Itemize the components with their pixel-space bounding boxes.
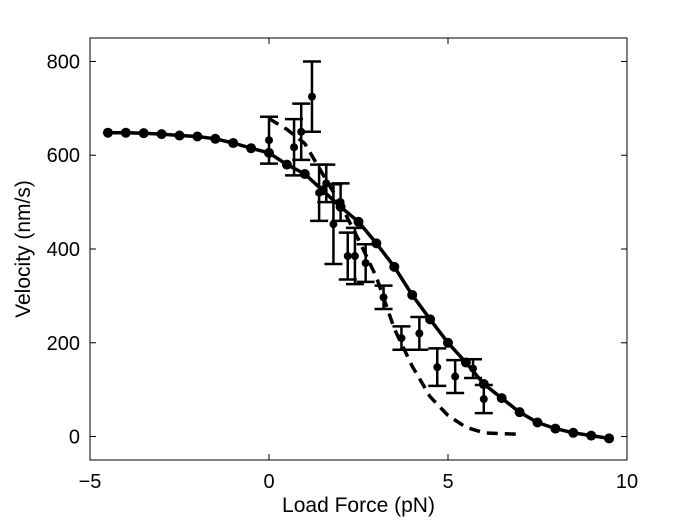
x-tick-label: 5 xyxy=(442,471,453,493)
measurement-point xyxy=(433,363,442,372)
model-point xyxy=(156,129,167,140)
model-point xyxy=(228,138,239,149)
measurement-point xyxy=(315,188,324,197)
measurement-point xyxy=(297,127,306,136)
measurement-point xyxy=(397,334,406,343)
model-point xyxy=(514,407,525,418)
measurement-point xyxy=(265,136,273,145)
measurement-point xyxy=(290,143,299,152)
alternate-model-series xyxy=(268,117,520,436)
model-point xyxy=(246,143,257,154)
x-tick-label: −5 xyxy=(79,471,102,493)
measurement-point xyxy=(329,220,338,229)
model-point xyxy=(586,430,597,441)
measurement-point xyxy=(307,92,316,101)
model-point xyxy=(192,131,203,142)
tick-labels: −5 0 5 10 0 200 400 600 800 xyxy=(47,51,639,493)
measurement-series xyxy=(260,60,493,415)
y-tick-label: 0 xyxy=(69,427,80,449)
y-tick-label: 200 xyxy=(47,333,80,355)
measurement-point xyxy=(451,372,460,381)
y-axis-label: Velocity (nm/s) xyxy=(12,180,35,318)
measurement-point xyxy=(379,293,388,302)
model-point xyxy=(604,433,615,444)
model-point xyxy=(532,417,543,428)
alternate-model-line xyxy=(268,117,520,436)
y-tick-label: 400 xyxy=(47,239,80,261)
model-point xyxy=(496,393,507,404)
plot-background xyxy=(90,38,627,460)
x-axis-label: Load Force (pN) xyxy=(282,494,435,517)
model-point xyxy=(102,127,113,138)
y-tick-label: 600 xyxy=(47,145,80,167)
model-point xyxy=(443,337,453,348)
model-point xyxy=(299,168,310,179)
measurement-point xyxy=(469,364,478,373)
model-point xyxy=(281,159,292,170)
model-point xyxy=(138,128,149,139)
measurement-point xyxy=(343,252,352,261)
model-point xyxy=(389,261,400,272)
model-point xyxy=(407,289,418,300)
model-series xyxy=(102,127,615,444)
axis-ticks xyxy=(89,38,628,460)
model-point xyxy=(120,127,131,138)
measurement-point xyxy=(361,259,370,268)
model-point xyxy=(568,427,579,438)
y-tick-label: 800 xyxy=(47,51,80,73)
model-point xyxy=(210,133,221,144)
plot-frame xyxy=(89,37,628,461)
model-point xyxy=(550,423,561,434)
x-tick-label: 10 xyxy=(616,471,638,493)
model-point xyxy=(371,238,382,249)
model-point xyxy=(174,130,185,141)
measurement-point xyxy=(415,329,424,338)
x-tick-label: 0 xyxy=(263,471,274,493)
measurement-point xyxy=(350,252,359,261)
measurement-point xyxy=(336,198,345,207)
model-point xyxy=(353,216,364,227)
measurement-point xyxy=(479,395,488,404)
